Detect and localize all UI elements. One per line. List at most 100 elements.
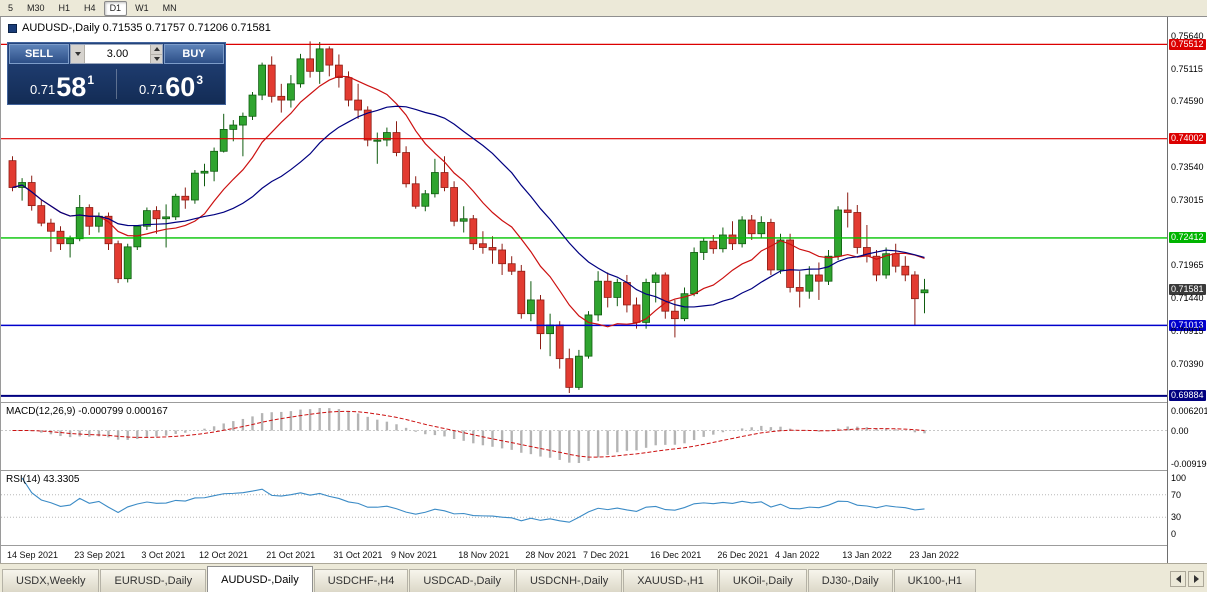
timeframe-button-MN[interactable]: MN	[162, 2, 177, 13]
buy-price-sup: 3	[196, 73, 204, 87]
chart-tab-usdcnh-daily[interactable]: USDCNH-,Daily	[515, 569, 623, 592]
tab-scroll-left-button[interactable]	[1170, 571, 1186, 587]
chart-ohlc-info: AUDUSD-,Daily 0.71535 0.71757 0.71206 0.…	[22, 22, 271, 34]
macd-axis-max: 0.006201	[1171, 406, 1207, 416]
chart-tab-uk100-h1[interactable]: UK100-,H1	[893, 569, 977, 592]
rsi-axis-30: 30	[1171, 512, 1182, 523]
chart-tab-usdcad-daily[interactable]: USDCAD-,Daily	[409, 569, 515, 592]
price-label: 0.75640	[1171, 30, 1204, 41]
timeframe-button-H4[interactable]: H4	[84, 2, 96, 13]
sell-price[interactable]: 0.71 58 1	[8, 65, 116, 103]
bid-ask-prices: 0.71 58 1 0.71 60 3	[8, 65, 225, 103]
date-label: 3 Oct 2021	[141, 550, 186, 560]
buy-price-big: 60	[165, 72, 196, 102]
date-label: 14 Sep 2021	[7, 550, 59, 560]
price-label: 0.71440	[1171, 293, 1204, 304]
tab-scroll-controls	[1170, 571, 1207, 592]
timeframe-button-W1[interactable]: W1	[135, 2, 149, 13]
macd-canvas[interactable]	[1, 404, 1167, 471]
date-label: 12 Oct 2021	[199, 550, 249, 560]
date-label: 18 Nov 2021	[458, 550, 510, 560]
rsi-axis-100: 100	[1171, 473, 1187, 483]
arrow-down-icon	[153, 56, 160, 61]
price-label: 0.75115	[1171, 63, 1203, 74]
timeframe-button-D1[interactable]: D1	[103, 0, 128, 16]
price-label: 0.70390	[1171, 358, 1204, 369]
buy-button[interactable]: BUY	[164, 44, 224, 64]
timeframe-button-M30[interactable]: M30	[27, 2, 45, 13]
macd-axis-min: -0.009190	[1171, 459, 1207, 469]
date-label: 4 Jan 2022	[775, 550, 820, 560]
date-label: 16 Dec 2021	[650, 550, 702, 560]
timeframe-toolbar: 5 M30 H1 H4 D1 W1 MN	[0, 0, 1207, 17]
chart-tab-usdchf-h4[interactable]: USDCHF-,H4	[313, 569, 409, 592]
chart-tab-usdx-weekly[interactable]: USDX,Weekly	[2, 569, 100, 592]
buy-price[interactable]: 0.71 60 3	[117, 65, 225, 103]
timeframe-button-H1[interactable]: H1	[58, 2, 71, 13]
price-badge: 0.74002	[1169, 133, 1206, 145]
candles	[8, 41, 929, 394]
price-badge: 0.71581	[1169, 284, 1206, 296]
chart-tab-eurusd-daily[interactable]: EURUSD-,Daily	[100, 569, 207, 592]
volume-decrease-button[interactable]	[151, 53, 162, 63]
chart-tab-bar: USDX,Weekly EURUSD-,Daily AUDUSD-,Daily USD…	[0, 563, 1207, 592]
chevron-down-icon	[74, 52, 81, 56]
price-badge: 0.72412	[1169, 232, 1206, 244]
macd-signal-line	[12, 410, 925, 458]
date-label: 31 Oct 2021	[333, 550, 383, 560]
arrow-right-icon	[1193, 575, 1199, 583]
one-click-trading-panel: SELL 3.00 BUY 0.71 58	[7, 42, 226, 105]
tab-scroll-right-button[interactable]	[1188, 571, 1204, 587]
date-label: 23 Sep 2021	[74, 550, 126, 560]
chart-tabs: USDX,Weekly EURUSD-,Daily AUDUSD-,Daily USD…	[2, 566, 977, 592]
volume-increase-button[interactable]	[151, 45, 162, 54]
buy-price-base: 0.71	[138, 82, 165, 97]
time-axis[interactable]: 14 Sep 2021 23 Sep 2021 3 Oct 2021 12 Oct 2…	[1, 547, 1167, 563]
chart-tab-audusd-daily[interactable]: AUDUSD-,Daily	[207, 566, 313, 592]
macd-axis-zero: 0.00	[1171, 425, 1189, 436]
macd-label: MACD(12,26,9) -0.000799 0.000167	[6, 406, 168, 417]
macd-panel: MACD(12,26,9) -0.000799 0.000167	[1, 404, 1167, 471]
date-label: 9 Nov 2021	[391, 550, 438, 560]
rsi-line	[21, 477, 925, 523]
price-label: 0.74590	[1171, 96, 1204, 107]
date-label: 7 Dec 2021	[583, 550, 630, 560]
sell-price-big: 58	[56, 72, 87, 102]
ma-fast-line	[12, 75, 925, 328]
rsi-axis-70: 70	[1171, 489, 1182, 500]
chart-info-line: AUDUSD-,Daily 0.71535 0.71757 0.71206 0.…	[8, 22, 271, 34]
chart-icon	[8, 23, 17, 33]
sell-button[interactable]: SELL	[9, 44, 69, 64]
price-label: 0.71965	[1171, 260, 1204, 271]
volume-input[interactable]: 3.00	[106, 48, 129, 60]
ma-slow-line	[12, 105, 925, 308]
price-badge: 0.75512	[1169, 38, 1206, 50]
sell-price-base: 0.71	[29, 82, 56, 97]
sell-price-sup: 1	[87, 73, 95, 87]
chart-tab-ukoil-daily[interactable]: UKOil-,Daily	[718, 569, 807, 592]
price-divider	[116, 69, 117, 99]
price-badge: 0.69884	[1169, 390, 1206, 402]
chart-window: AUDUSD-,Daily 0.71535 0.71757 0.71206 0.…	[0, 17, 1207, 563]
rsi-panel: RSI(14) 43.3305	[1, 472, 1167, 546]
timeframe-button-5[interactable]: 5	[8, 2, 14, 13]
date-label: 21 Oct 2021	[266, 550, 316, 560]
arrow-up-icon	[153, 47, 160, 52]
volume-stepper	[150, 45, 162, 63]
rsi-label: RSI(14) 43.3305	[6, 474, 80, 485]
volume-dropdown-button[interactable]	[71, 45, 85, 63]
price-panel: AUDUSD-,Daily 0.71535 0.71757 0.71206 0.…	[1, 17, 1167, 403]
chart-tab-xauusd-h1[interactable]: XAUUSD-,H1	[623, 569, 718, 592]
date-label: 26 Dec 2021	[717, 550, 769, 560]
chart-tab-dj30-daily[interactable]: DJ30-,Daily	[807, 569, 893, 592]
date-label: 13 Jan 2022	[842, 550, 892, 560]
volume-control: 3.00	[70, 44, 163, 64]
price-label: 0.73540	[1171, 162, 1204, 173]
price-axis[interactable]: 0.75640 0.75512 0.75115 0.74590 0.74002 0.735…	[1167, 17, 1207, 563]
date-label: 23 Jan 2022	[909, 550, 959, 560]
rsi-axis-0: 0	[1171, 529, 1177, 539]
price-label: 0.73015	[1171, 194, 1204, 205]
date-label: 28 Nov 2021	[525, 550, 577, 560]
rsi-canvas[interactable]	[1, 472, 1167, 546]
